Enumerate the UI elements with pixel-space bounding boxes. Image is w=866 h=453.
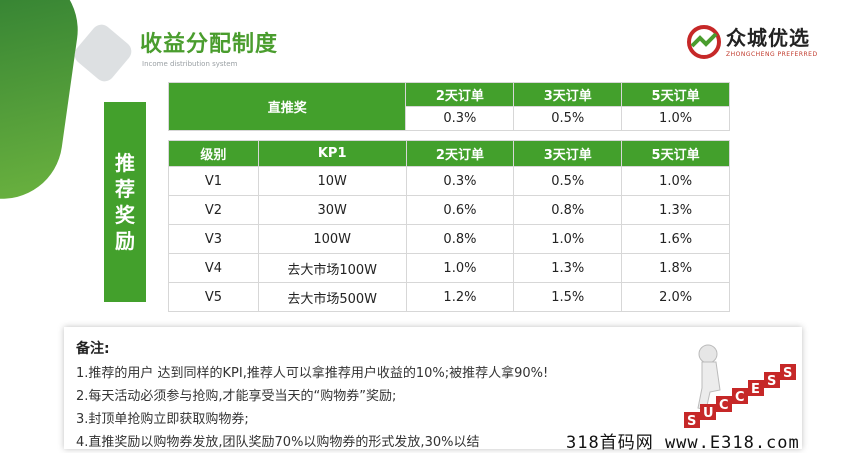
side-label-recommend-reward: 推 荐 奖 励 xyxy=(104,102,146,302)
table-cell: V1 xyxy=(168,166,259,196)
table-cell: V5 xyxy=(168,282,259,312)
success-letter: S xyxy=(783,366,792,381)
success-letter: E xyxy=(751,382,760,397)
logo-icon xyxy=(687,25,721,59)
success-letter: S xyxy=(687,414,696,429)
table-cell: 1.6% xyxy=(621,224,730,254)
page-subtitle: Income distribution system xyxy=(142,60,238,68)
table-row: V5 去大市场500W 1.2% 1.5% 2.0% xyxy=(168,282,730,312)
note-line: 2.每天活动必须参与抢购,才能享受当天的“购物券”奖励; xyxy=(76,389,397,404)
logo-name: 众城优选 xyxy=(726,26,810,50)
column-header: 级别 xyxy=(168,140,259,167)
column-header: 5天订单 xyxy=(621,82,730,107)
column-header: KP1 xyxy=(257,140,407,167)
table-cell: 30W xyxy=(257,195,407,225)
table-cell: V2 xyxy=(168,195,259,225)
table-cell: 1.0% xyxy=(405,253,515,283)
column-header: 2天订单 xyxy=(405,82,515,107)
page-title: 收益分配制度 xyxy=(140,32,279,57)
table-cell: 去大市场500W xyxy=(257,282,407,312)
side-label-char: 奖 xyxy=(115,203,135,227)
success-letter: U xyxy=(703,406,714,421)
table-cell: 1.0% xyxy=(621,166,730,196)
table-cell: 0.6% xyxy=(405,195,515,225)
table-cell: 去大市场100W xyxy=(257,253,407,283)
table-row: V1 10W 0.3% 0.5% 1.0% xyxy=(168,166,730,196)
decorative-green-shape xyxy=(0,0,86,207)
table-cell: V3 xyxy=(168,224,259,254)
column-header: 5天订单 xyxy=(621,140,730,167)
table-cell: 1.2% xyxy=(405,282,515,312)
column-header: 3天订单 xyxy=(513,140,623,167)
table-cell: 0.5% xyxy=(513,166,623,196)
table-cell: 0.3% xyxy=(405,166,515,196)
success-stairs-illustration: S U C C E S S xyxy=(684,344,796,429)
table-cell: V4 xyxy=(168,253,259,283)
note-line: 3.封顶单抢购立即获取购物券; xyxy=(76,412,249,427)
table-cell: 0.5% xyxy=(513,106,623,131)
logo-subtext: ZHONGCHENG PREFERRED xyxy=(726,51,818,58)
level-reward-table: 级别 KP1 2天订单 3天订单 5天订单 V1 10W 0.3% 0.5% 1… xyxy=(168,140,730,312)
table-header-row: 级别 KP1 2天订单 3天订单 5天订单 xyxy=(168,140,730,167)
side-label-char: 推 xyxy=(115,151,135,175)
note-line: 4.直推奖励以购物券发放,团队奖励70%以购物券的形式发放,30%以结 xyxy=(76,435,480,450)
table-cell: 1.3% xyxy=(513,253,623,283)
table-cell: 1.5% xyxy=(513,282,623,312)
decorative-gray-square xyxy=(70,20,136,86)
side-label-char: 荐 xyxy=(115,177,135,201)
notes-title: 备注: xyxy=(76,341,110,357)
column-header: 2天订单 xyxy=(405,140,515,167)
table-cell: 2.0% xyxy=(621,282,730,312)
table-row: 0.3% 0.5% 1.0% xyxy=(169,106,730,131)
table-row: 直推奖 2天订单 3天订单 5天订单 xyxy=(167,82,730,131)
table-cell: 10W xyxy=(257,166,407,196)
table-cell: 100W xyxy=(257,224,407,254)
table-cell: 0.8% xyxy=(405,224,515,254)
notes-panel: 备注: 1.推荐的用户 达到同样的KPI,推荐人可以拿推荐用户收益的10%;被推… xyxy=(64,327,802,450)
direct-reward-header: 直推奖 xyxy=(167,82,407,131)
watermark: 318首码网 www.E318.com xyxy=(566,433,800,453)
success-letter: C xyxy=(719,398,729,413)
table-cell: 1.8% xyxy=(621,253,730,283)
success-letter: S xyxy=(767,374,776,389)
table-row: V4 去大市场100W 1.0% 1.3% 1.8% xyxy=(168,253,730,283)
table-cell: 0.8% xyxy=(513,195,623,225)
brand-logo: 众城优选 ZHONGCHENG PREFERRED xyxy=(686,22,846,66)
side-label-char: 励 xyxy=(115,229,135,253)
table-row: V2 30W 0.6% 0.8% 1.3% xyxy=(168,195,730,225)
table-cell: 0.3% xyxy=(405,106,515,131)
note-line: 1.推荐的用户 达到同样的KPI,推荐人可以拿推荐用户收益的10%;被推荐人拿9… xyxy=(76,366,549,381)
table-cell: 1.0% xyxy=(513,224,623,254)
direct-reward-table: 直推奖 2天订单 3天订单 5天订单 0.3% 0.5% 1.0% xyxy=(167,82,730,131)
table-cell: 1.3% xyxy=(621,195,730,225)
table-row: V3 100W 0.8% 1.0% 1.6% xyxy=(168,224,730,254)
success-letter: C xyxy=(735,390,745,405)
column-header: 3天订单 xyxy=(513,82,623,107)
table-cell: 1.0% xyxy=(621,106,730,131)
